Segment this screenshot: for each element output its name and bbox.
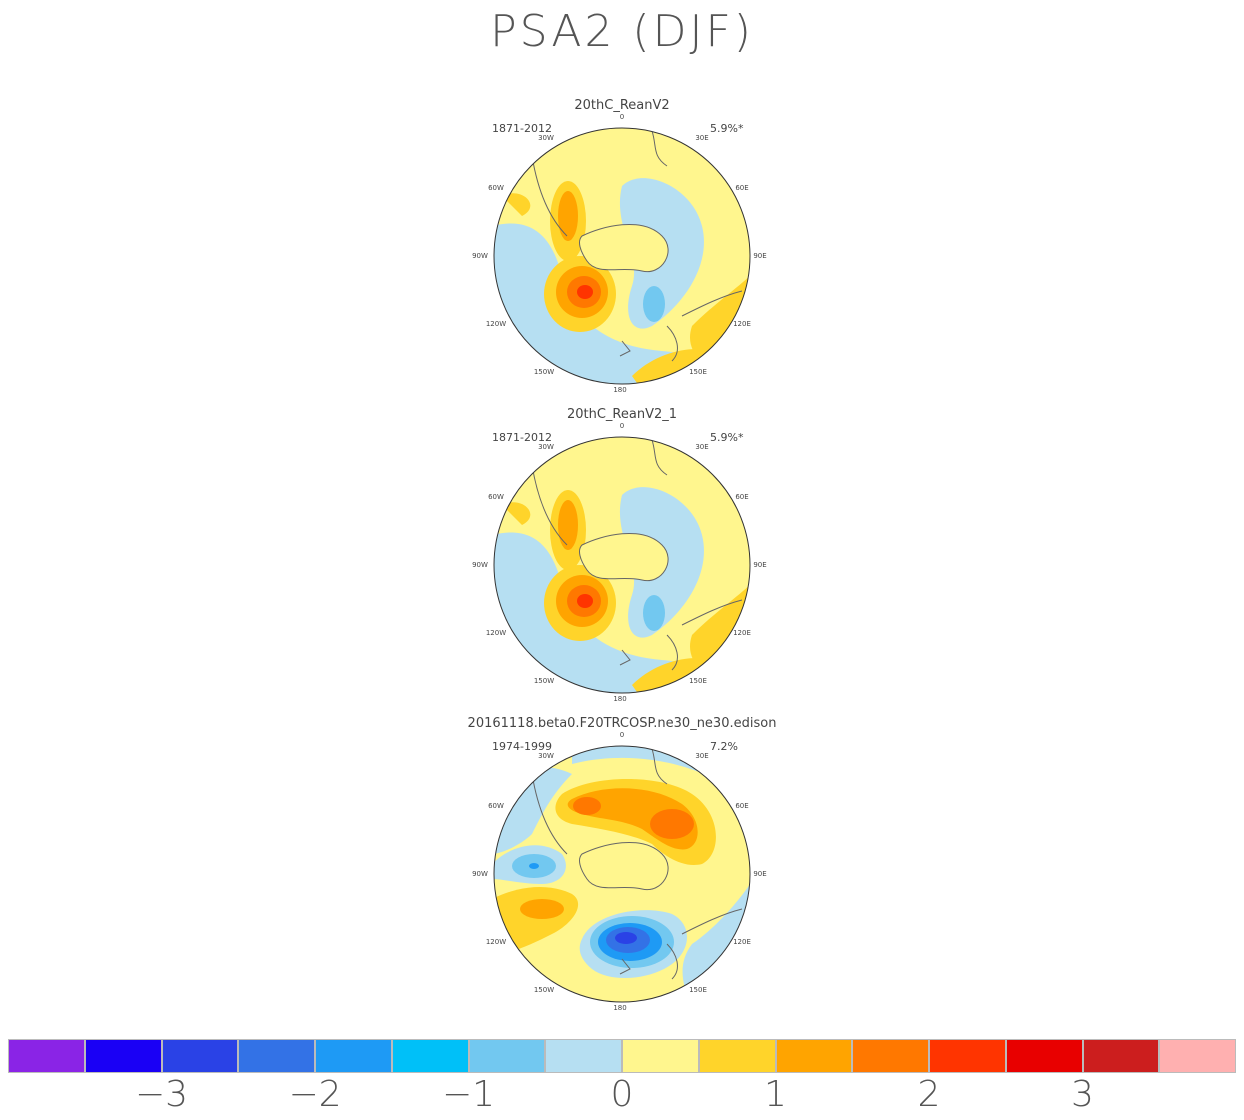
longitude-label: 30W — [538, 752, 554, 760]
colorbar-tick-label: 3 — [1071, 1074, 1094, 1115]
polar-map — [493, 436, 751, 694]
colorbar-swatch — [1159, 1039, 1236, 1073]
colorbar-swatch — [1082, 1039, 1160, 1073]
colorbar-swatch — [84, 1039, 162, 1073]
polar-map — [493, 127, 751, 385]
longitude-label: 120E — [733, 320, 751, 328]
variance-label: 5.9%* — [710, 431, 744, 444]
colorbar-swatch — [391, 1039, 469, 1073]
longitude-label: 150E — [689, 986, 707, 994]
longitude-label: 30E — [695, 752, 709, 760]
longitude-label: 30W — [538, 443, 554, 451]
colorbar-tick-label: −2 — [288, 1074, 342, 1115]
longitude-label: 30W — [538, 134, 554, 142]
panel-title: 20thC_ReanV2 — [574, 98, 670, 113]
longitude-label: 120W — [485, 320, 507, 328]
longitude-label: 90E — [753, 252, 767, 260]
colorbar-swatch — [622, 1039, 699, 1073]
colorbar-swatch — [238, 1039, 315, 1073]
colorbar-swatch — [545, 1039, 622, 1073]
longitude-label: 30E — [695, 134, 709, 142]
longitude-label: 60W — [488, 184, 504, 192]
panel-title: 20161118.beta0.F20TRCOSP.ne30_ne30.ediso… — [467, 716, 777, 731]
longitude-label: 60W — [488, 493, 504, 501]
longitude-label: 60W — [488, 802, 504, 810]
longitude-label: 150W — [533, 368, 555, 376]
longitude-label: 150W — [533, 986, 555, 994]
longitude-label: 90W — [472, 561, 488, 569]
colorbar-swatch — [468, 1039, 546, 1073]
colorbar-swatch — [1005, 1039, 1083, 1073]
longitude-label: 90W — [472, 870, 488, 878]
colorbar-tick-label: 0 — [610, 1074, 634, 1115]
longitude-label: 0 — [619, 113, 625, 121]
map-panel-1: 20thC_ReanV2 1871-2012 5.9%* 0 30E 60E 9 — [440, 98, 804, 398]
colorbar-swatch — [8, 1039, 85, 1073]
longitude-label: 60E — [735, 493, 749, 501]
longitude-label: 90E — [753, 870, 767, 878]
longitude-label: 150E — [689, 368, 707, 376]
variance-label: 7.2% — [710, 740, 738, 753]
period-label: 1974-1999 — [492, 740, 552, 753]
colorbar-tick-label: 1 — [764, 1074, 787, 1115]
longitude-label: 60E — [735, 184, 749, 192]
map-panel-2: 20thC_ReanV2_1 1871-2012 5.9%* 0 30E 60 — [440, 407, 804, 707]
longitude-label: 180 — [613, 695, 627, 703]
longitude-label: 90E — [753, 561, 767, 569]
longitude-label: 120W — [485, 938, 507, 946]
colorbar-tick-label: 2 — [917, 1074, 941, 1115]
longitude-label: 0 — [619, 731, 625, 739]
period-label: 1871-2012 — [492, 431, 552, 444]
colorbar-tick-label: −1 — [441, 1074, 496, 1115]
longitude-label: 150W — [533, 677, 555, 685]
colorbar-tick-label: −3 — [134, 1074, 189, 1115]
variance-label: 5.9%* — [710, 122, 744, 135]
period-label: 1871-2012 — [492, 122, 552, 135]
colorbar-swatch — [315, 1039, 392, 1073]
longitude-label: 150E — [689, 677, 707, 685]
colorbar-swatch — [852, 1039, 929, 1073]
main-title: PSA2 (DJF) — [490, 6, 754, 57]
colorbar-swatch — [929, 1039, 1006, 1073]
panel-title: 20thC_ReanV2_1 — [566, 407, 678, 422]
colorbar-swatch — [698, 1039, 776, 1073]
longitude-label: 30E — [695, 443, 709, 451]
longitude-label: 60E — [735, 802, 749, 810]
map-panel-3: 20161118.beta0.F20TRCOSP.ne30_ne30.ediso… — [440, 716, 804, 1016]
colorbar — [8, 1039, 1236, 1073]
colorbar-swatch — [775, 1039, 853, 1073]
longitude-label: 120E — [733, 629, 751, 637]
longitude-label: 180 — [613, 1004, 627, 1012]
longitude-label: 120W — [485, 629, 507, 637]
colorbar-swatch — [161, 1039, 239, 1073]
longitude-label: 180 — [613, 386, 627, 394]
longitude-label: 0 — [619, 422, 625, 430]
longitude-label: 90W — [472, 252, 488, 260]
longitude-label: 120E — [733, 938, 751, 946]
polar-map — [493, 745, 751, 1003]
